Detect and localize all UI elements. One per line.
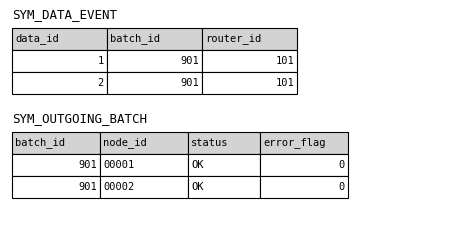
Bar [202, 72, 297, 94]
Text: 0: 0 [339, 182, 345, 192]
Text: 901: 901 [78, 182, 97, 192]
Bar [107, 72, 202, 94]
Bar [12, 28, 107, 50]
Text: data_id: data_id [15, 33, 59, 44]
Bar [12, 154, 100, 176]
Bar [260, 176, 348, 198]
Bar [188, 132, 260, 154]
Bar [12, 132, 100, 154]
Text: 00001: 00001 [103, 160, 134, 170]
Bar [188, 176, 260, 198]
Bar [100, 132, 188, 154]
Bar [202, 50, 297, 72]
Bar [260, 132, 348, 154]
Text: node_id: node_id [103, 137, 147, 148]
Text: OK: OK [191, 160, 203, 170]
Bar [107, 28, 202, 50]
Text: SYM_DATA_EVENT: SYM_DATA_EVENT [12, 8, 117, 21]
Text: 901: 901 [180, 78, 199, 88]
Text: batch_id: batch_id [110, 33, 160, 44]
Bar [260, 154, 348, 176]
Bar [12, 176, 100, 198]
Bar [12, 72, 107, 94]
Bar [188, 154, 260, 176]
Text: 2: 2 [98, 78, 104, 88]
Bar [12, 50, 107, 72]
Text: 901: 901 [78, 160, 97, 170]
Text: router_id: router_id [205, 33, 261, 44]
Text: 101: 101 [275, 56, 294, 66]
Bar [107, 50, 202, 72]
Bar [202, 28, 297, 50]
Bar [100, 154, 188, 176]
Text: SYM_OUTGOING_BATCH: SYM_OUTGOING_BATCH [12, 112, 147, 125]
Text: 0: 0 [339, 160, 345, 170]
Text: OK: OK [191, 182, 203, 192]
Text: status: status [191, 138, 229, 147]
Text: batch_id: batch_id [15, 137, 65, 148]
Text: 901: 901 [180, 56, 199, 66]
Text: 1: 1 [98, 56, 104, 66]
Text: 00002: 00002 [103, 182, 134, 192]
Bar [100, 176, 188, 198]
Text: 101: 101 [275, 78, 294, 88]
Text: error_flag: error_flag [263, 137, 325, 148]
